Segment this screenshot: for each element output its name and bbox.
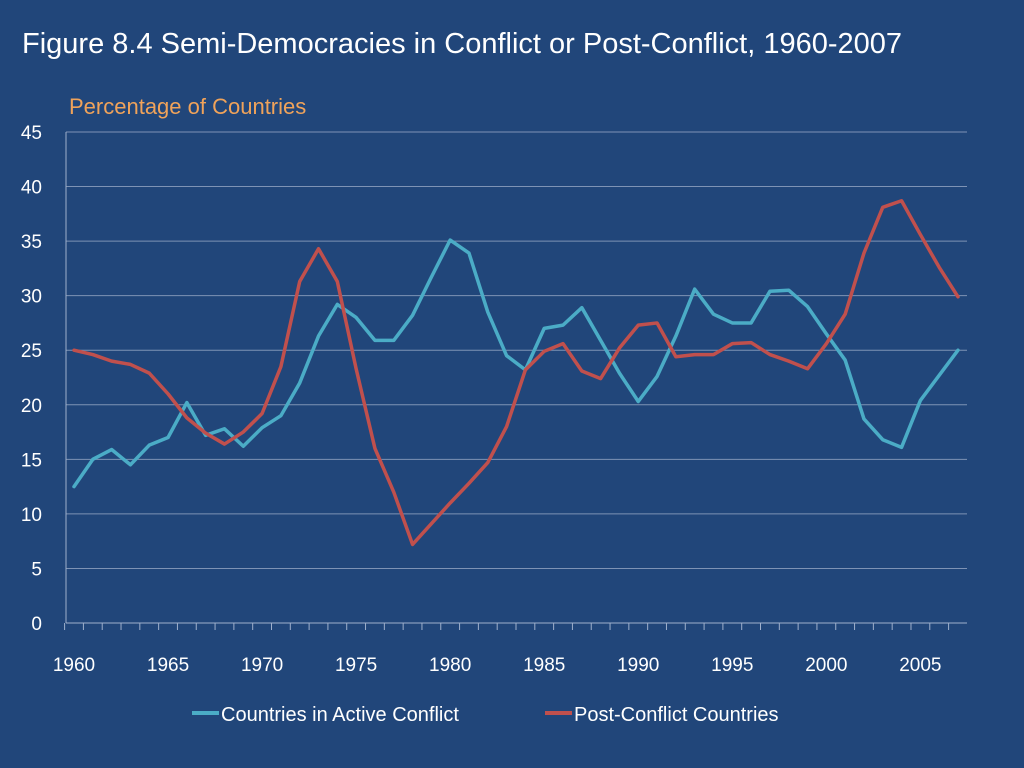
- legend-label-1: Countries in Active Conflict: [221, 704, 459, 726]
- x-tick-labels: 1960 1965 1970 1975 1980 1985 1990 1995 2000 2005: [53, 655, 942, 676]
- x-tick-label: 1970: [241, 655, 283, 676]
- y-tick-label: 20: [21, 396, 42, 417]
- y-tick-label: 30: [21, 287, 42, 308]
- y-tick-label: 10: [21, 505, 42, 526]
- x-tick-label: 1985: [523, 655, 565, 676]
- x-tick-label: 1960: [53, 655, 95, 676]
- series-line-2: [72, 198, 960, 547]
- legend: Countries in Active Conflict Post-Conflic…: [192, 704, 779, 726]
- y-tick-label: 45: [21, 123, 42, 144]
- x-tick-label: 2000: [805, 655, 847, 676]
- y-tick-label: 5: [31, 559, 42, 580]
- slide-title: Figure 8.4 Semi-Democracies in Conflict …: [22, 28, 903, 60]
- y-tick-label: 25: [21, 341, 42, 362]
- x-tick-label: 1965: [147, 655, 189, 676]
- gridlines: [66, 131, 967, 569]
- series-line-1: [72, 238, 960, 489]
- y-tick-label: 35: [21, 232, 42, 253]
- x-tick-label: 1995: [711, 655, 753, 676]
- y-tick-labels: 0 5 10 15 20 25 30 35 40 45: [21, 123, 42, 635]
- series-lines: [72, 198, 960, 547]
- x-tick-label: 1980: [429, 655, 471, 676]
- y-tick-label: 40: [21, 178, 42, 199]
- y-axis-title: Percentage of Countries: [69, 94, 306, 119]
- y-tick-label: 0: [31, 614, 42, 635]
- y-tick-label: 15: [21, 450, 42, 471]
- legend-label-2: Post-Conflict Countries: [574, 704, 779, 726]
- x-tick-label: 2005: [899, 655, 941, 676]
- x-tick-label: 1990: [617, 655, 659, 676]
- axes: [64, 132, 967, 630]
- x-tick-label: 1975: [335, 655, 377, 676]
